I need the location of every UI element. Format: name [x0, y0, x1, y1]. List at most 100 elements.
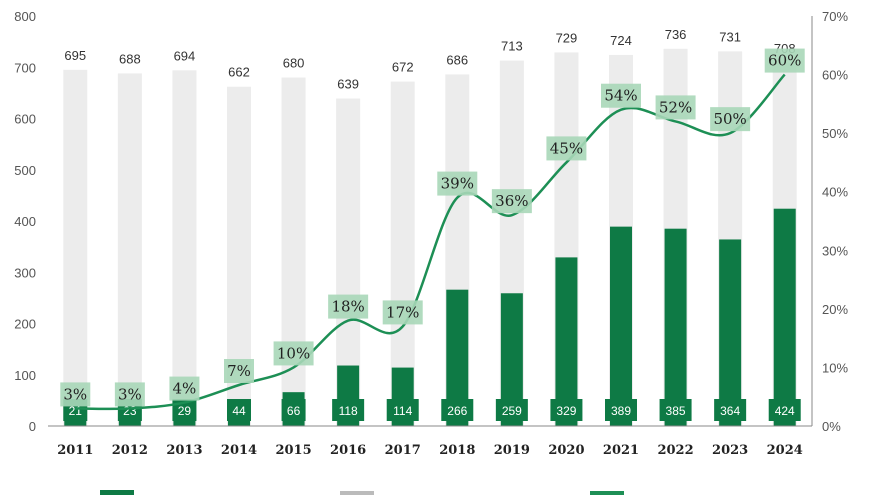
count-bar — [555, 257, 578, 426]
count-label-box — [281, 399, 306, 421]
percent-label-box — [601, 83, 641, 108]
y-left-tick-label: 400 — [14, 214, 36, 229]
percent-label-box — [764, 48, 805, 73]
percent-label-box — [273, 341, 314, 366]
total-bar-label: 686 — [446, 52, 468, 67]
percent-line: 3% 3% 4% 7% 10% 18% 17% 39% 36% 45% 54% 52% 50% 60% — [60, 48, 805, 411]
total-bar-label: 672 — [392, 60, 414, 75]
y-right-tick-label: 20% — [822, 302, 848, 317]
percent-label: 50% — [713, 110, 746, 128]
count-bar — [446, 289, 469, 426]
legend-swatch-percent — [590, 491, 624, 495]
y-axis-left: 0 100 200 300 400 500 600 700 800 — [14, 9, 36, 434]
count-bar — [719, 239, 742, 426]
count-label-box — [386, 399, 419, 421]
count-bar-label: 259 — [502, 404, 522, 418]
percent-label-box — [655, 95, 696, 120]
percent-label: 54% — [604, 87, 637, 105]
count-bar — [610, 226, 632, 426]
percent-label-box — [546, 136, 587, 161]
y-left-tick-label: 0 — [29, 419, 36, 434]
percent-label: 45% — [550, 139, 583, 157]
total-bars: 695 688 694 662 680 639 672 686 713 729 724 736 731 7… — [63, 27, 797, 427]
total-bar — [117, 73, 142, 427]
count-label-box — [332, 399, 365, 421]
count-bar-label: 389 — [611, 404, 631, 418]
count-bar-label: 29 — [178, 404, 192, 418]
total-bar-label: 736 — [665, 27, 687, 42]
legend — [100, 490, 624, 495]
x-tick-label: 2014 — [221, 443, 257, 458]
count-bar — [773, 208, 796, 426]
y-left-tick-label: 300 — [14, 265, 36, 280]
total-bar-label: 713 — [501, 39, 523, 54]
x-tick-label: 2022 — [657, 443, 693, 458]
percent-label: 17% — [386, 303, 419, 321]
total-bar-label: 695 — [64, 48, 86, 63]
x-tick-label: 2020 — [548, 443, 584, 458]
percent-label-box — [491, 189, 532, 214]
x-tick-label: 2013 — [166, 443, 202, 458]
percent-label-box — [328, 294, 369, 319]
percent-label: 39% — [441, 175, 474, 193]
total-bar-label: 724 — [610, 33, 632, 48]
count-label-box — [227, 399, 251, 421]
total-bar-label: 729 — [556, 30, 578, 45]
y-right-tick-label: 40% — [822, 185, 848, 200]
total-bar — [281, 77, 306, 426]
percent-label: 7% — [227, 362, 251, 380]
x-tick-label: 2018 — [439, 443, 475, 458]
count-bar — [500, 293, 523, 426]
x-tick-label: 2024 — [767, 443, 803, 458]
total-bar-label: 731 — [719, 29, 741, 44]
total-bar — [172, 70, 197, 426]
y-left-tick-label: 200 — [14, 317, 36, 332]
x-tick-label: 2012 — [112, 443, 148, 458]
percent-label: 10% — [277, 344, 310, 362]
count-bar — [664, 228, 687, 426]
count-label-box — [550, 399, 583, 421]
x-tick-label: 2023 — [712, 443, 748, 458]
y-left-tick-label: 800 — [14, 9, 36, 24]
percent-label: 60% — [768, 52, 801, 70]
count-bar-label: 329 — [556, 404, 576, 418]
count-bar-label: 364 — [720, 404, 740, 418]
count-bar-label: 66 — [287, 404, 301, 418]
percent-label-box — [382, 300, 423, 325]
count-bars: 21 23 29 44 66 118 114 266 259 329 389 385 364 424 — [63, 208, 801, 426]
percent-label-box — [437, 171, 478, 196]
x-axis: 2011 2012 2013 2014 2015 2016 2017 2018 2019 2020… — [48, 425, 812, 458]
x-tick-label: 2017 — [385, 443, 421, 458]
percent-label-box — [169, 376, 200, 401]
count-label-box — [605, 399, 637, 421]
x-tick-label: 2011 — [57, 443, 93, 458]
y-left-tick-label: 100 — [14, 368, 36, 383]
x-tick-label: 2016 — [330, 443, 366, 458]
percent-label: 36% — [495, 192, 528, 210]
percent-label: 52% — [659, 98, 692, 116]
y-axis-right: 0% 10% 20% 30% 40% 50% 60% 70% — [811, 9, 848, 434]
x-tick-label: 2019 — [494, 443, 530, 458]
y-right-tick-label: 30% — [822, 243, 848, 258]
y-right-tick-label: 70% — [822, 9, 848, 24]
percent-label: 18% — [331, 298, 364, 316]
percent-label-box — [60, 382, 91, 407]
percent-label-box — [224, 359, 254, 383]
x-tick-label: 2015 — [275, 443, 311, 458]
count-label-box — [714, 399, 747, 421]
x-tick-label: 2021 — [603, 443, 639, 458]
count-label-box — [768, 399, 801, 421]
count-bar-label: 44 — [232, 404, 246, 418]
total-bar-label: 688 — [119, 51, 141, 66]
y-left-tick-label: 500 — [14, 163, 36, 178]
count-label-box — [441, 399, 474, 421]
y-right-tick-label: 10% — [822, 360, 848, 375]
percent-label: 3% — [63, 385, 87, 403]
y-right-tick-label: 60% — [822, 68, 848, 83]
count-bar-label: 266 — [447, 404, 467, 418]
total-bar-label: 662 — [228, 65, 250, 80]
y-right-tick-label: 50% — [822, 126, 848, 141]
total-bar — [63, 69, 88, 426]
total-bar-label: 639 — [337, 77, 359, 92]
